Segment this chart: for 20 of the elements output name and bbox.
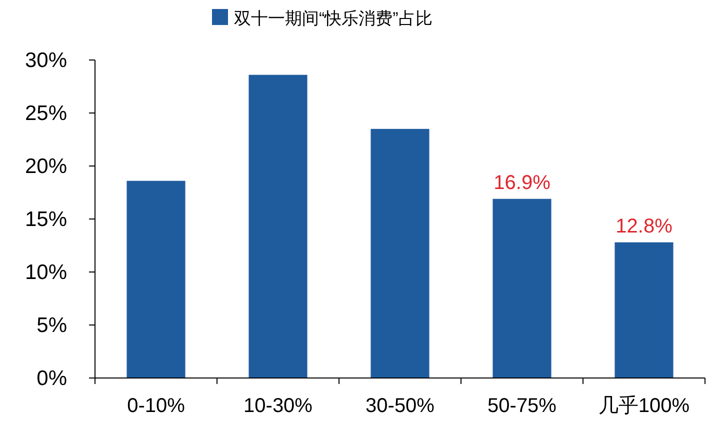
- bar: [248, 74, 308, 378]
- y-tick-label: 5%: [36, 314, 67, 337]
- bar: [370, 128, 430, 378]
- bar: [492, 198, 552, 378]
- legend: 双十一期间“快乐消费”占比: [212, 9, 432, 28]
- y-tick-label: 15%: [24, 208, 67, 231]
- y-tick-label: 10%: [24, 261, 67, 284]
- x-tick-label: 几乎100%: [598, 395, 690, 417]
- bar: [126, 180, 186, 378]
- y-tick-label: 25%: [24, 102, 67, 125]
- x-tick-label: 30-50%: [366, 395, 435, 417]
- bar: [614, 242, 674, 378]
- data-label: 16.9%: [494, 172, 551, 194]
- x-tick-label: 50-75%: [488, 395, 557, 417]
- x-tick-label: 10-30%: [244, 395, 313, 417]
- x-tick-label: 0-10%: [127, 395, 186, 417]
- data-label: 12.8%: [616, 215, 673, 238]
- y-tick-label: 0%: [36, 367, 67, 390]
- y-tick-label: 20%: [24, 155, 67, 178]
- y-tick-label: 30%: [24, 49, 67, 72]
